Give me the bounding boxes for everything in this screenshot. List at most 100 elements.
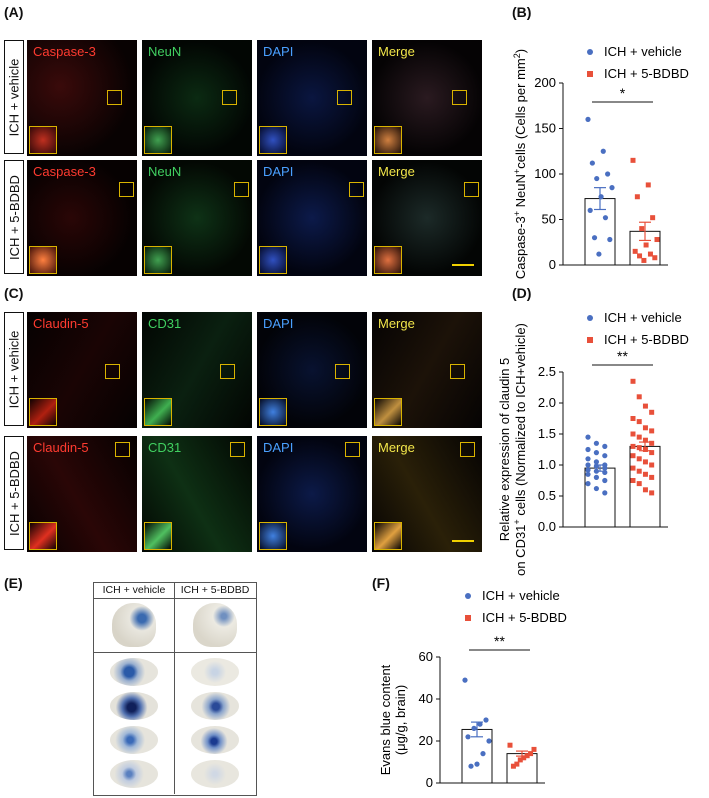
y-tick-label: 1.0 [538,457,556,472]
data-point [528,751,534,757]
data-point [630,478,636,483]
data-point [474,761,480,767]
micrograph-dapi-bdbd: DAPI [257,160,367,276]
y-tick-label: 2.5 [538,364,556,379]
data-point [649,462,655,468]
legend-marker-vehicle [465,593,471,599]
y-tick-label: 50 [542,212,556,227]
roi-box [345,442,360,457]
data-point [605,171,611,177]
data-point [636,456,642,462]
data-point [639,226,645,232]
y-tick-label: 20 [419,733,433,748]
data-point [634,194,640,200]
data-point [630,465,636,471]
brain-slice-vehicle-1 [110,658,158,686]
data-point [636,419,642,425]
data-point [602,477,608,484]
zoom-inset [374,126,402,154]
y-axis-label-line1: Relative expression of claudin 5 [497,358,512,542]
channel-label: DAPI [263,164,294,179]
data-point [589,160,595,166]
data-point [593,440,600,446]
y-tick-label: 0 [426,775,433,790]
micrograph-neun-vehicle: NeuN [142,40,252,156]
zoom-inset [29,246,57,274]
y-axis-label-line2: on CD31+ cells (Normalized to ICH+vehicl… [512,323,528,576]
zoom-inset [259,522,287,550]
zoom-inset [144,126,172,154]
panel-label-b: (B) [512,4,532,20]
significance-marker: * [620,85,626,101]
y-tick-label: 200 [534,75,556,90]
data-point [598,194,604,200]
data-point [480,751,486,757]
legend-marker-vehicle [587,49,593,55]
brain-slice-bdbd-2 [191,692,239,720]
micrograph-claudin5-vehicle: Claudin-5 [27,312,137,428]
whole-brain-bdbd [193,603,237,647]
data-point [645,182,651,188]
channel-label: Caspase-3 [33,44,96,59]
scale-bar [452,540,474,542]
y-tick-label: 40 [419,691,433,706]
bar-vehicle [584,467,616,528]
micrograph-cd31-bdbd: CD31 [142,436,252,552]
data-point [596,251,602,257]
roi-box [115,442,130,457]
data-point [602,469,608,476]
micrograph-claudin5-bdbd: Claudin-5 [27,436,137,552]
row-label-vehicle: ICH + vehicle [4,312,24,426]
data-point [593,463,600,469]
data-point [632,248,638,254]
zoom-inset [144,398,172,426]
zoom-inset [144,246,172,274]
y-tick-label: 0.5 [538,488,556,503]
roi-box [234,182,249,197]
y-tick-label: 150 [534,121,556,136]
micrograph-caspase3-bdbd: Caspase-3 [27,160,137,276]
data-point [609,185,615,191]
data-point [602,490,608,496]
roi-box [119,182,134,197]
data-point [585,471,591,477]
roi-box [452,90,467,105]
channel-label: Claudin-5 [33,440,89,455]
roi-box [464,182,479,197]
row-label-bdbd: ICH + 5-BDBD [4,160,24,274]
data-point [593,450,600,456]
data-point [652,255,658,261]
data-point [636,468,642,474]
data-point [607,236,613,243]
y-axis-label: Caspase-3+ NeuN+cells (Cells per mm2) [512,49,528,279]
data-point [591,235,598,241]
y-tick-label: 1.5 [538,426,556,441]
legend-marker-bdbd [587,71,593,77]
data-point [649,428,655,434]
zoom-inset [259,398,287,426]
data-point [594,175,600,182]
data-point [642,459,648,465]
micrograph-cd31-vehicle: CD31 [142,312,252,428]
data-point [585,467,591,473]
data-point [585,462,591,468]
panel-label-c: (C) [4,285,24,301]
column-header-vehicle: ICH + vehicle [102,584,166,596]
brain-slice-bdbd-1 [191,658,239,686]
channel-label: Merge [378,44,415,59]
data-point [585,116,591,122]
data-point [636,481,642,487]
legend-label-vehicle: ICH + vehicle [604,44,682,59]
channel-label: Claudin-5 [33,316,89,331]
legend-label-vehicle: ICH + vehicle [482,588,560,603]
channel-label: Caspase-3 [33,164,96,179]
roi-box [460,442,475,457]
data-point [462,677,468,683]
data-point [647,251,653,257]
data-point [649,409,655,415]
data-point [517,757,523,763]
data-point [510,763,516,769]
zoom-inset [259,246,287,274]
data-point [521,755,527,761]
table-divider [93,598,256,599]
